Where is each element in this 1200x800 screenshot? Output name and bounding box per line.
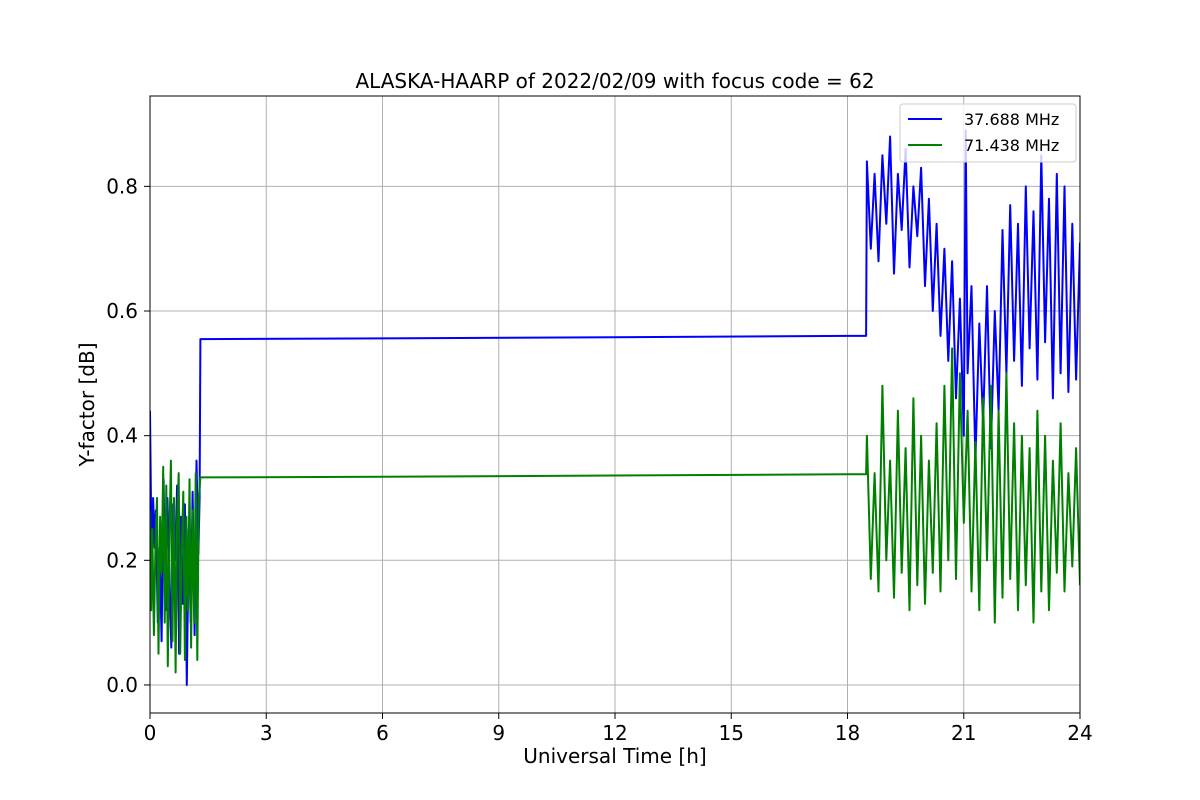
x-tick-label: 0 xyxy=(144,721,157,745)
series-line-2 xyxy=(150,347,1080,674)
y-tick-label: 0.8 xyxy=(106,174,138,198)
x-tick-label: 9 xyxy=(492,721,505,745)
y-tick-label: 0.2 xyxy=(106,548,138,572)
legend-box xyxy=(899,103,1077,163)
legend-label: 37.688 MHz xyxy=(964,110,1059,129)
y-axis-label: Y-factor [dB] xyxy=(75,342,99,467)
x-tick-label: 15 xyxy=(719,721,744,745)
x-axis-label: Universal Time [h] xyxy=(523,744,706,768)
x-tick-label: 12 xyxy=(602,721,627,745)
x-axis-ticks: 0 3 6 9 12 15 18 21 24 xyxy=(144,713,1093,745)
y-axis-ticks: 0.0 0.2 0.4 0.6 0.8 xyxy=(106,174,150,697)
chart-title: ALASKA-HAARP of 2022/02/09 with focus co… xyxy=(355,69,874,93)
legend: 37.688 MHz 71.438 MHz xyxy=(899,103,1077,163)
x-tick-label: 6 xyxy=(376,721,389,745)
x-tick-label: 24 xyxy=(1067,721,1092,745)
y-tick-label: 0.4 xyxy=(106,424,138,448)
x-tick-label: 21 xyxy=(951,721,976,745)
y-tick-label: 0.0 xyxy=(106,673,138,697)
x-tick-label: 3 xyxy=(260,721,273,745)
x-tick-label: 18 xyxy=(835,721,860,745)
y-tick-label: 0.6 xyxy=(106,299,138,323)
legend-label: 71.438 MHz xyxy=(964,136,1059,155)
